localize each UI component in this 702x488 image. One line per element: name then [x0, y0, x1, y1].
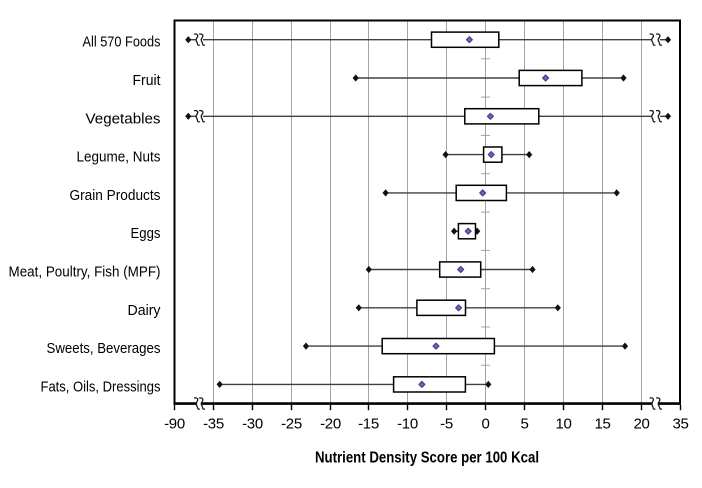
svg-text:15: 15 [594, 416, 610, 433]
svg-text:-15: -15 [358, 416, 379, 433]
svg-text:0: 0 [481, 416, 489, 433]
svg-text:20: 20 [633, 416, 649, 433]
svg-text:-30: -30 [242, 416, 263, 433]
svg-text:-25: -25 [281, 416, 302, 433]
svg-text:Fats, Oils, Dressings: Fats, Oils, Dressings [41, 378, 161, 395]
svg-text:35: 35 [672, 416, 688, 433]
svg-text:All 570 Foods: All 570 Foods [83, 34, 161, 51]
svg-text:-90: -90 [164, 416, 185, 433]
svg-text:Grain Products: Grain Products [70, 187, 161, 204]
svg-text:Meat, Poultry, Fish (MPF): Meat, Poultry, Fish (MPF) [9, 264, 161, 281]
svg-text:Sweets, Beverages: Sweets, Beverages [47, 340, 161, 357]
svg-text:Fruit: Fruit [133, 72, 162, 89]
svg-text:-5: -5 [440, 416, 453, 433]
svg-text:Legume, Nuts: Legume, Nuts [77, 149, 161, 166]
svg-text:Nutrient Density Score per 100: Nutrient Density Score per 100 Kcal [315, 450, 539, 467]
svg-text:10: 10 [555, 416, 571, 433]
svg-text:Eggs: Eggs [131, 225, 161, 242]
svg-text:-20: -20 [320, 416, 341, 433]
svg-text:5: 5 [520, 416, 528, 433]
svg-text:Vegetables: Vegetables [86, 110, 161, 127]
svg-text:Dairy: Dairy [128, 302, 161, 319]
svg-text:-10: -10 [397, 416, 418, 433]
svg-text:-35: -35 [203, 416, 224, 433]
